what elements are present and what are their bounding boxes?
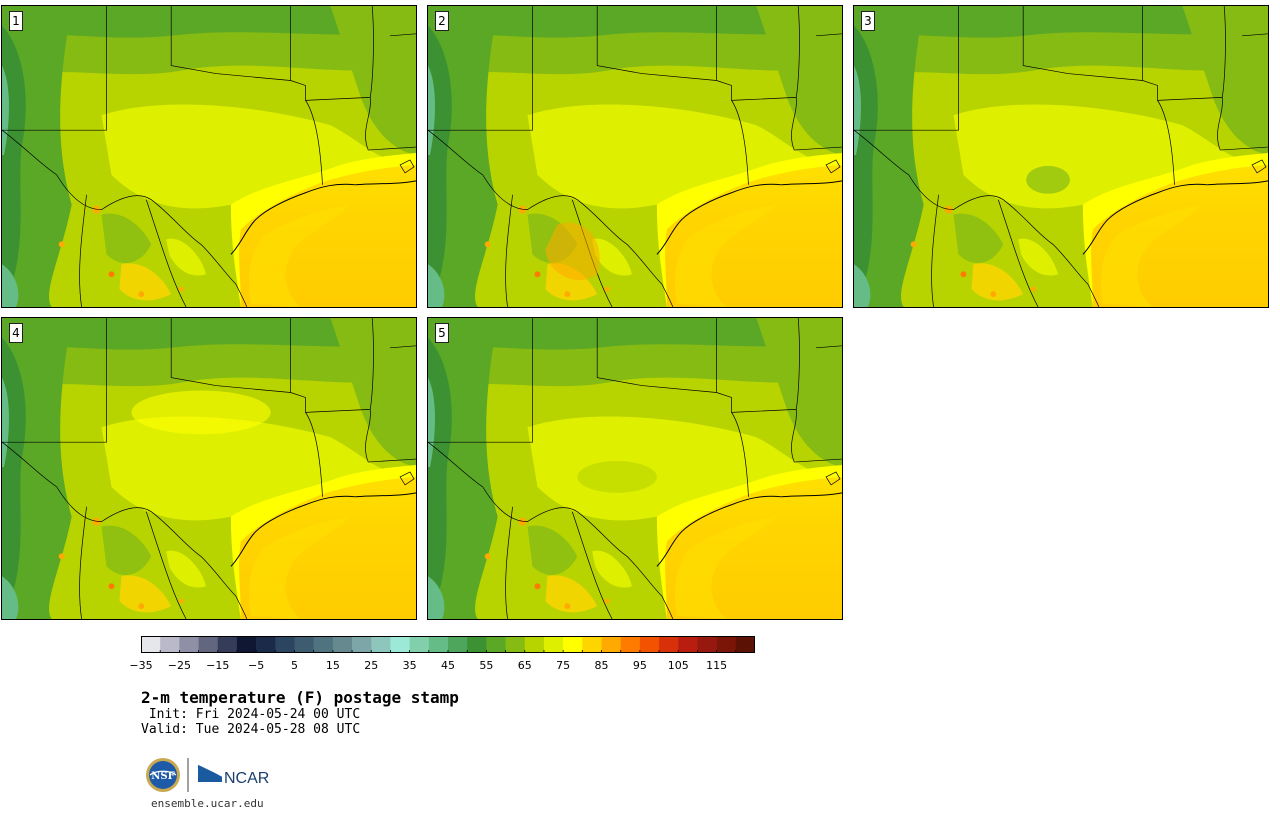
colorbar — [141, 636, 755, 653]
colorbar-tick-label: 105 — [667, 659, 689, 672]
colorbar-swatch — [659, 636, 679, 653]
colorbar-tick-label: −25 — [167, 659, 191, 672]
colorbar-swatch — [352, 636, 372, 653]
nsf-logo: NSF — [146, 758, 180, 792]
colorbar-swatch — [428, 636, 449, 653]
colorbar-swatch — [409, 636, 430, 653]
colorbar-swatch — [275, 636, 295, 653]
colorbar-swatches — [141, 636, 755, 653]
nsf-logo-text: NSF — [151, 771, 174, 782]
colorbar-swatch — [543, 636, 564, 653]
colorbar-tick-label: −5 — [248, 659, 265, 672]
colorbar-tick-label: 95 — [632, 659, 647, 672]
colorbar-tick-label: 75 — [556, 659, 571, 672]
colorbar-tick-label: 5 — [291, 659, 298, 672]
colorbar-tick-label: 65 — [517, 659, 532, 672]
colorbar-swatch — [198, 636, 219, 653]
colorbar-swatch — [390, 636, 410, 653]
logos: NSF NCAR — [144, 756, 274, 794]
colorbar-swatch — [371, 636, 391, 653]
ncar-logo-text: NCAR — [224, 770, 269, 787]
map-panel-1: 1 — [1, 5, 417, 308]
colorbar-swatch — [332, 636, 353, 653]
map-panel-3: 3 — [853, 5, 1269, 308]
colorbar-swatch — [160, 636, 180, 653]
colorbar-swatch — [294, 636, 314, 653]
colorbar-tick-label: −15 — [206, 659, 230, 672]
temperature-map — [2, 6, 416, 307]
colorbar-tick-label: 15 — [325, 659, 340, 672]
map-panel-2: 2 — [427, 5, 843, 308]
colorbar-swatch — [735, 636, 755, 653]
colorbar-swatch — [639, 636, 660, 653]
colorbar-tick-label: 25 — [364, 659, 379, 672]
ncar-logo: NCAR — [197, 763, 269, 787]
colorbar-tick-labels: −35 −25 −15 −5 5 15 25 35 45 55 65 75 85 95 105 115 — [129, 659, 755, 673]
panel-label: 3 — [861, 11, 875, 31]
colorbar-tick-label: 115 — [706, 659, 728, 672]
temperature-map — [854, 6, 1268, 307]
colorbar-swatch — [141, 636, 161, 653]
colorbar-swatch — [716, 636, 737, 653]
colorbar-tick-label: 85 — [594, 659, 609, 672]
colorbar-swatch — [256, 636, 276, 653]
map-panel-4: 4 — [1, 317, 417, 620]
colorbar-swatch — [505, 636, 526, 653]
temperature-map — [428, 6, 842, 307]
colorbar-swatch — [524, 636, 545, 653]
colorbar-swatch — [217, 636, 238, 653]
chart-title: 2-m temperature (F) postage stamp — [141, 688, 459, 707]
colorbar-swatch — [467, 636, 487, 653]
panel-label: 2 — [435, 11, 449, 31]
colorbar-tick-label: −35 — [129, 659, 153, 672]
site-url: ensemble.ucar.edu — [151, 797, 264, 810]
panel-label: 1 — [9, 11, 23, 31]
valid-time: Valid: Tue 2024-05-28 08 UTC — [141, 722, 361, 737]
colorbar-swatch — [678, 636, 698, 653]
panel-label: 5 — [435, 323, 449, 343]
colorbar-swatch — [563, 636, 583, 653]
colorbar-swatch — [448, 636, 468, 653]
colorbar-tick-label: 35 — [402, 659, 417, 672]
colorbar-swatch — [582, 636, 602, 653]
panel-label: 4 — [9, 323, 23, 343]
colorbar-swatch — [179, 636, 199, 653]
init-time: Init: Fri 2024-05-24 00 UTC — [141, 707, 361, 722]
map-panel-5: 5 — [427, 317, 843, 620]
colorbar-tick-label: 45 — [441, 659, 455, 672]
temperature-map — [428, 318, 842, 619]
colorbar-swatch — [236, 636, 257, 653]
colorbar-swatch — [313, 636, 334, 653]
colorbar-swatch — [620, 636, 641, 653]
colorbar-swatch — [601, 636, 621, 653]
colorbar-swatch — [697, 636, 717, 653]
colorbar-swatch — [486, 636, 506, 653]
temperature-map — [2, 318, 416, 619]
colorbar-tick-label: 55 — [479, 659, 494, 672]
